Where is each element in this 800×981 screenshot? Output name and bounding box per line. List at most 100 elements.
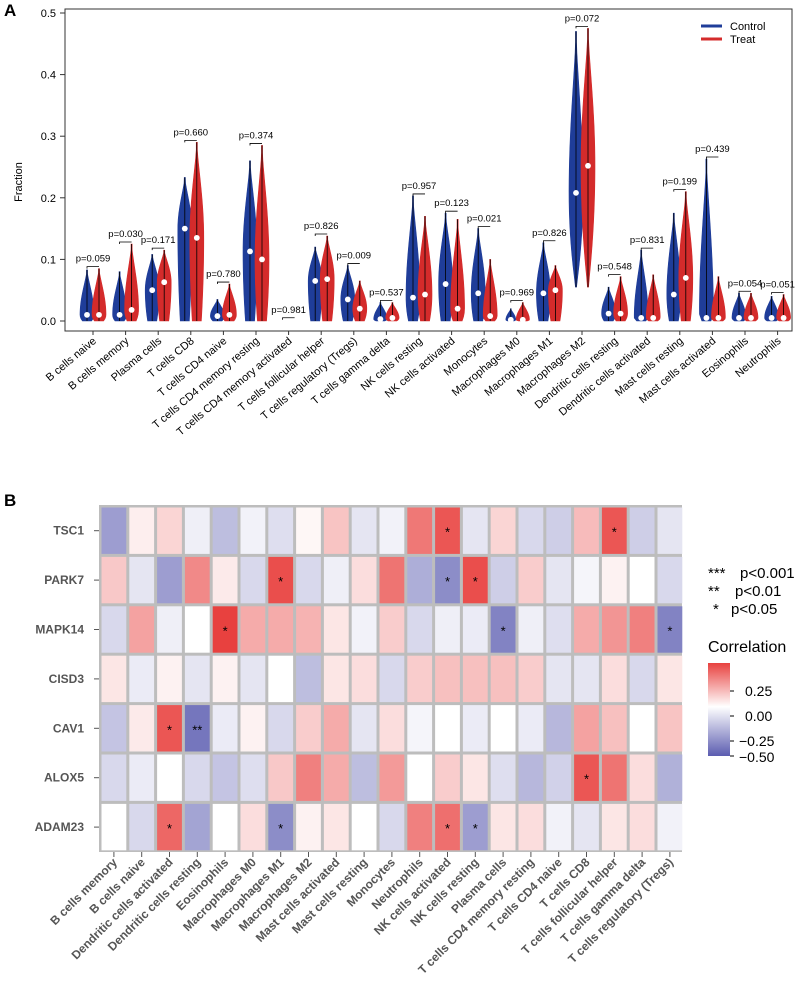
heatmap-cell-park7-t-cells-follicular-helper	[601, 556, 627, 604]
heatmap-cell-mapk14-t-cells-follicular-helper	[601, 606, 627, 653]
heatmap-cell-cav1-t-cells-regulatory-tregs	[657, 705, 683, 752]
heatmap-cell-park7-nk-cells-resting	[462, 556, 488, 604]
median-marker-control	[768, 315, 775, 321]
heatmap-cell-alox5-nk-cells-resting	[462, 754, 488, 801]
heatmap-cell-mapk14-dendritic-cells-resting	[184, 606, 210, 653]
p-value-bracket	[477, 226, 491, 229]
median-marker-treat	[161, 279, 168, 286]
heatmap-cell-tsc1-b-cells-memory	[101, 507, 127, 554]
heatmap-cell-alox5-t-cells-cd4-memory-resting	[518, 754, 544, 801]
heatmap-cell-adam23-macrophages-m2	[296, 803, 321, 851]
median-marker-control	[442, 281, 449, 287]
heatmap-cell-adam23-b-cells-naive	[129, 803, 155, 851]
heatmap-cell-cav1-macrophages-m2	[296, 705, 321, 752]
violin-pair-macrophages-m2	[568, 28, 596, 288]
median-marker-treat	[454, 305, 461, 312]
heatmap-cell-mapk14-plasma-cells	[490, 606, 516, 653]
heatmap-cell-alox5-eosinophils	[212, 754, 238, 801]
legend: Control Treat	[701, 21, 765, 46]
heatmap-cell-tsc1-t-cells-gamma-delta	[629, 507, 655, 554]
median-marker-control	[736, 315, 742, 321]
significance-star: *	[278, 574, 283, 589]
heatmap-cell-adam23-dendritic-cells-activated	[157, 803, 182, 851]
heatmap-cell-park7-t-cells-cd4-naive	[546, 556, 572, 604]
heatmap-cell-tsc1-plasma-cells	[490, 507, 516, 554]
p-value-label: p=0.831	[630, 235, 665, 246]
median-marker-treat	[650, 315, 657, 321]
median-marker-treat	[682, 274, 689, 281]
row-labels: TSC1 PARK7 MAPK14 CISD3 CAV1 ALOX5 ADAM23	[35, 524, 99, 834]
heatmap-cell-cav1-t-cells-follicular-helper	[601, 705, 627, 752]
heatmap-cell-cisd3-neutrophils	[407, 655, 433, 703]
heatmap-cell-cav1-b-cells-naive	[129, 705, 155, 752]
significance-star: **	[192, 722, 202, 737]
p-value-label: p=0.548	[597, 262, 632, 273]
p-value-label: p=0.051	[760, 280, 795, 291]
colorbar-tick-4: −0.50	[739, 749, 775, 765]
heatmap-cell-park7-eosinophils	[212, 556, 238, 604]
heatmap-cell-park7-dendritic-cells-resting	[184, 556, 210, 604]
heatmap-cell-mapk14-b-cells-naive	[129, 606, 155, 653]
heatmap-cell-mapk14-b-cells-memory	[101, 606, 127, 653]
heatmap-cell-park7-b-cells-memory	[101, 556, 127, 604]
violin-pair-t-cells-cd8	[177, 142, 205, 322]
median-marker-control	[573, 189, 579, 196]
heatmap-cell-mapk14-nk-cells-resting	[462, 606, 488, 653]
y-tick-label: 0.1	[41, 254, 56, 266]
heatmap-cell-mapk14-eosinophils	[212, 606, 238, 653]
median-marker-control	[377, 316, 384, 323]
p-value-label: p=0.439	[695, 144, 730, 155]
violin-pair-t-cells-cd4-memory-activated	[279, 318, 298, 324]
heatmap-cell-adam23-macrophages-m0	[240, 803, 266, 851]
median-marker-control	[116, 311, 123, 318]
median-marker-control	[279, 318, 286, 324]
heatmap-cell-alox5-macrophages-m1	[268, 754, 294, 801]
violin-pair-t-cells-cd4-memory-resting	[242, 145, 270, 322]
median-marker-control	[181, 225, 188, 232]
heatmap-cell-park7-macrophages-m0	[240, 556, 266, 604]
violin-pair-neutrophils	[764, 294, 791, 322]
violin-pair-t-cells-cd4-naive	[210, 283, 237, 322]
median-marker-treat	[487, 313, 494, 319]
legend-control-label: Control	[730, 21, 765, 33]
y-tick-label: 0.3	[41, 131, 56, 143]
p-value-bracket	[543, 240, 556, 243]
y-axis-ticks: 0.0 0.1 0.2 0.3 0.4 0.5	[41, 8, 65, 328]
significance-legend: *** p<0.001 ** p<0.01 * p<0.05	[708, 565, 795, 618]
heatmap-cell-alox5-dendritic-cells-resting	[184, 754, 210, 801]
heatmap-cell-adam23-t-cells-regulatory-tregs	[657, 803, 683, 851]
heatmap-cell-park7-t-cells-gamma-delta	[629, 556, 655, 604]
heatmap-cell-cisd3-plasma-cells	[490, 655, 516, 703]
p-value-label: p=0.021	[467, 214, 502, 225]
median-marker-treat	[291, 318, 298, 324]
p-value-bracket	[151, 247, 165, 251]
median-marker-treat	[259, 256, 265, 263]
heatmap-cell-cav1-neutrophils	[407, 705, 433, 752]
heatmap-cell-park7-macrophages-m2	[296, 556, 321, 604]
heatmap-cell-park7-t-cells-cd4-memory-resting	[518, 556, 544, 604]
p-value-bracket	[738, 290, 751, 294]
heatmap-cell-adam23-macrophages-m1	[268, 803, 294, 851]
heatmap-cell-tsc1-t-cells-regulatory-tregs	[657, 507, 683, 554]
heatmap-cell-alox5-neutrophils	[407, 754, 433, 801]
heatmap-cell-adam23-mast-cells-activated	[323, 803, 349, 851]
sig-symbol-2: **	[708, 583, 720, 600]
sig-label-2: p<0.01	[735, 583, 781, 600]
median-marker-treat	[128, 307, 135, 313]
heatmap-cell-cav1-b-cells-memory	[101, 705, 127, 752]
y-tick-label: 0.5	[41, 8, 56, 20]
heatmap-cell-cisd3-t-cells-regulatory-tregs	[657, 655, 683, 703]
heatmap-cell-alox5-mast-cells-activated	[323, 754, 349, 801]
p-value-label: p=0.826	[532, 228, 567, 239]
plot-frame-a	[64, 8, 793, 332]
heatmap-cell-alox5-plasma-cells	[490, 754, 516, 801]
violin-pair-t-cells-gamma-delta	[373, 302, 400, 323]
heatmap-cell-park7-nk-cells-activated	[435, 556, 460, 604]
median-marker-control	[507, 316, 514, 323]
heatmap-cell-cisd3-t-cells-cd4-memory-resting	[518, 655, 544, 703]
heatmap-cell-adam23-neutrophils	[407, 803, 433, 851]
median-marker-control	[84, 311, 90, 318]
median-marker-control	[670, 291, 677, 298]
median-marker-treat	[389, 315, 396, 321]
heatmap-cell-park7-b-cells-naive	[129, 556, 155, 604]
